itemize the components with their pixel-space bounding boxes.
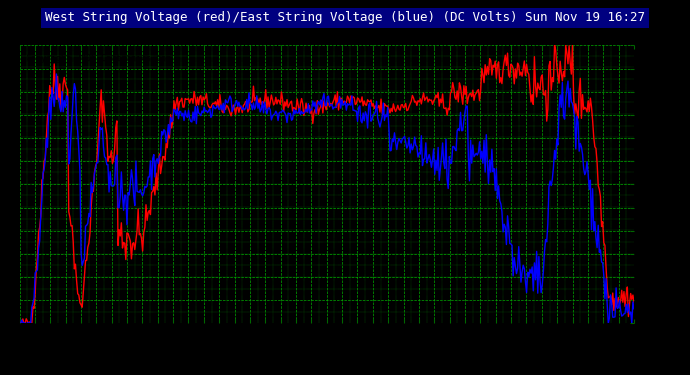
Text: Copyright 2006 Cartronics.com: Copyright 2006 Cartronics.com bbox=[26, 54, 170, 63]
Text: West String Voltage (red)/East String Voltage (blue) (DC Volts) Sun Nov 19 16:27: West String Voltage (red)/East String Vo… bbox=[45, 11, 645, 24]
